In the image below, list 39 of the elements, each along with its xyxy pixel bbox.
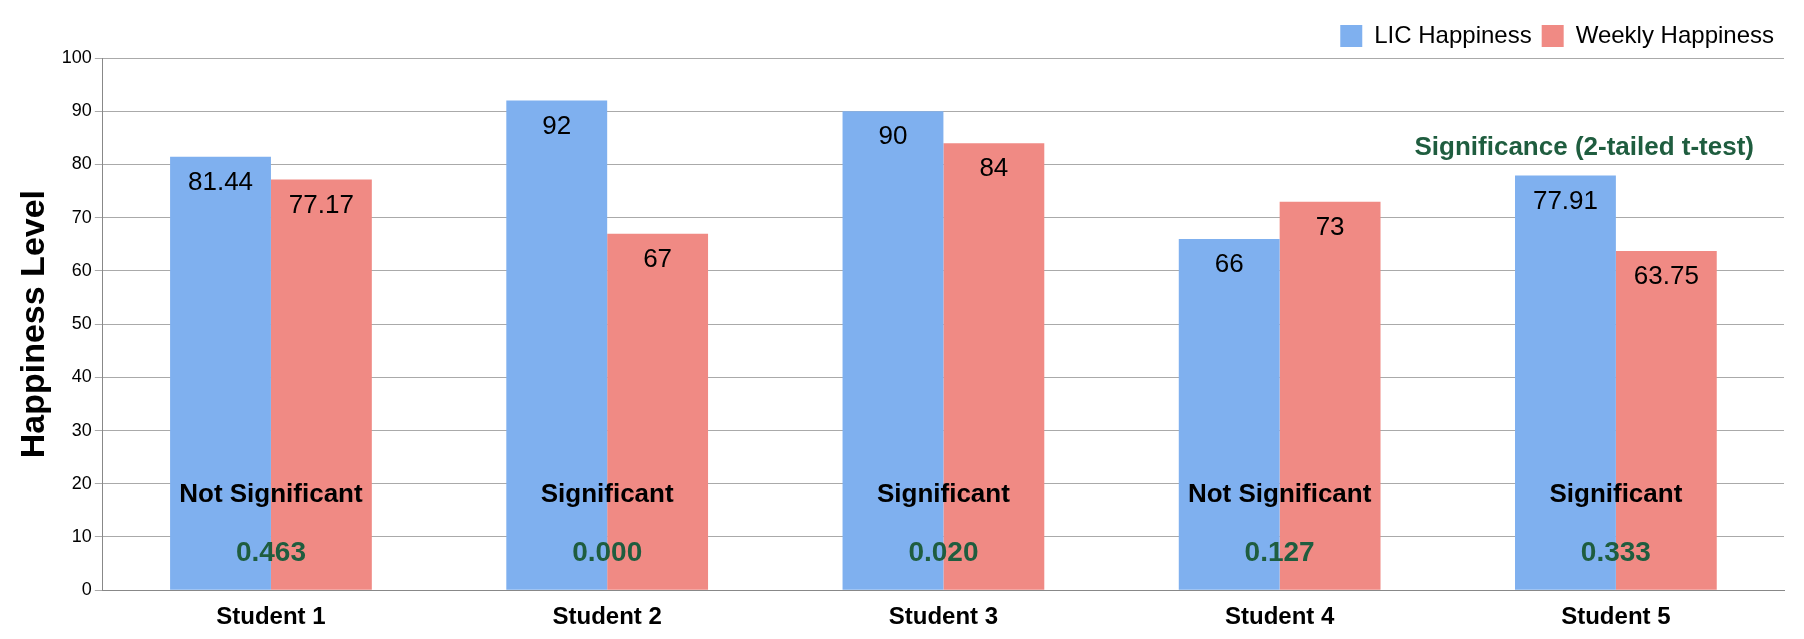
annotation: Significant: [876, 477, 1011, 508]
annotation: Significant: [540, 477, 674, 508]
data-label: 67: [643, 242, 673, 273]
annotation: Not Significant: [1187, 477, 1372, 508]
x-tick-label: Student 5: [1561, 602, 1671, 630]
data-label: 77.91: [1532, 184, 1598, 215]
data-label: 90: [878, 120, 908, 151]
data-label: 84: [979, 152, 1009, 183]
x-tick-label: Student 2: [552, 602, 662, 630]
data-label: 77.17: [288, 188, 354, 219]
y-tick-label: 50: [71, 313, 92, 334]
data-label: 92: [542, 109, 572, 140]
x-tick-label: Student 4: [1224, 602, 1335, 630]
y-tick-label: 30: [71, 419, 92, 440]
annotation: 0.463: [235, 535, 306, 567]
y-tick-label: 100: [61, 46, 92, 67]
y-tick-label: 70: [71, 206, 92, 227]
data-label: 66: [1214, 248, 1244, 279]
annotation: 0.333: [1580, 535, 1651, 567]
annotation: Significance (2-tailed t-test): [1414, 131, 1754, 162]
y-axis-title: Happiness Level: [12, 189, 51, 459]
y-tick-label: 90: [71, 100, 92, 121]
data-label: 81.44: [187, 165, 254, 196]
annotation: 0.020: [908, 535, 979, 567]
annotation: Significant: [1549, 477, 1683, 508]
y-tick-label: 0: [81, 579, 92, 600]
x-tick-label: Student 1: [216, 602, 326, 630]
annotation: Not Significant: [179, 477, 364, 508]
legend-label: LIC Happiness: [1374, 20, 1532, 48]
annotation: 0.000: [572, 535, 643, 567]
y-tick-label: 80: [71, 153, 92, 174]
data-label: 73: [1315, 210, 1345, 241]
x-tick-label: Student 3: [888, 602, 999, 630]
legend-label: Weekly Happiness: [1575, 20, 1775, 48]
data-label: 63.75: [1633, 260, 1699, 291]
y-tick-label: 20: [71, 472, 92, 493]
y-tick-label: 10: [71, 525, 92, 546]
y-tick-label: 40: [71, 366, 92, 387]
y-tick-label: 60: [71, 259, 92, 280]
